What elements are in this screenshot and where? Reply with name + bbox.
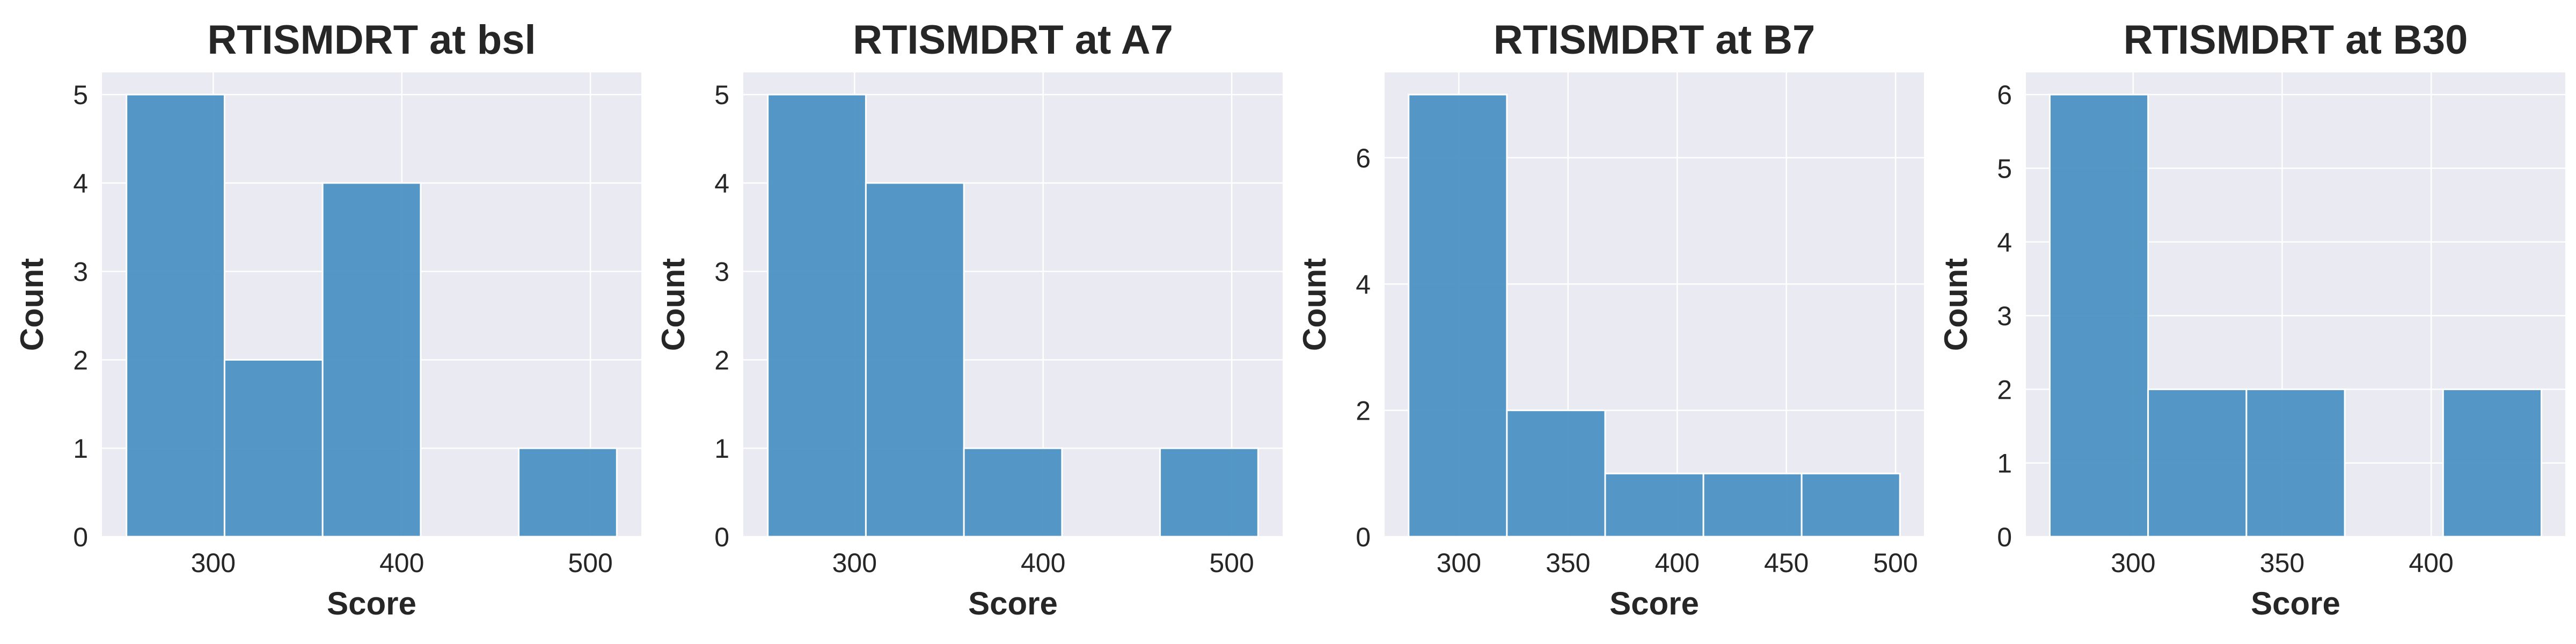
- y-tick-label: 1: [1997, 449, 2012, 479]
- histogram-bar: [321, 182, 422, 538]
- y-axis-label: Count: [14, 258, 50, 351]
- x-tick-label: 400: [2409, 548, 2453, 578]
- x-axis-label: Score: [968, 586, 1058, 621]
- histogram-bar: [2245, 388, 2346, 538]
- y-tick-label: 4: [73, 169, 88, 199]
- chart-title: RTISMDRT at bsl: [207, 17, 536, 63]
- y-tick-label: 6: [1356, 143, 1371, 173]
- x-tick-label: 350: [1546, 548, 1590, 578]
- histogram-panel-1: 300 400 500 0 1 2 3 4 5 RTISMDRT at bsl Score Count: [14, 17, 641, 621]
- histogram-bar: [2442, 388, 2543, 538]
- histogram-bar: [1408, 93, 1508, 538]
- y-tick-label: 2: [73, 345, 88, 375]
- x-tick-label: 400: [1655, 548, 1700, 578]
- histogram-bar: [1801, 472, 1901, 538]
- x-tick-label: 300: [832, 548, 877, 578]
- y-tick-label: 2: [1997, 375, 2012, 405]
- histogram-bar: [1702, 472, 1803, 538]
- y-tick-label: 0: [1356, 522, 1371, 552]
- x-tick-label: 300: [191, 548, 236, 578]
- y-tick-label: 3: [73, 257, 88, 287]
- x-axis-label: Score: [327, 586, 416, 621]
- y-tick-label: 1: [714, 434, 729, 464]
- x-tick-label: 500: [1873, 548, 1918, 578]
- histogram-bar: [1506, 409, 1606, 538]
- histogram-bar: [126, 93, 225, 538]
- y-tick-label: 0: [1997, 522, 2012, 552]
- histogram-bar: [2048, 93, 2149, 538]
- x-tick-label: 400: [379, 548, 424, 578]
- y-tick-label: 3: [714, 257, 729, 287]
- histogram-panel-4: 300 350 400 0 1 2 3 4 5 6 RTISMDRT at B30 Score Coun…: [1938, 17, 2565, 621]
- x-tick-label: 400: [1021, 548, 1065, 578]
- y-tick-label: 4: [714, 169, 729, 199]
- y-tick-label: 3: [1997, 301, 2012, 331]
- chart-title: RTISMDRT at B30: [2124, 17, 2468, 63]
- x-axis-label: Score: [1609, 586, 1699, 621]
- histogram-panel-3: 300 350 400 450 500 0 2 4 6 RTISMDRT at B7 Score Co…: [1297, 17, 1924, 621]
- histogram-bar: [767, 93, 867, 538]
- x-tick-label: 300: [1437, 548, 1481, 578]
- y-tick-label: 1: [73, 434, 88, 464]
- histogram-bar: [223, 358, 324, 538]
- histogram-bar: [2147, 388, 2248, 538]
- histogram-panel-2: 300 400 500 0 1 2 3 4 5 RTISMDRT at A7 Score Count: [655, 17, 1283, 621]
- histogram-bar: [865, 182, 965, 538]
- y-axis-label: Count: [655, 258, 691, 351]
- x-tick-label: 500: [568, 548, 612, 578]
- y-tick-label: 5: [1997, 153, 2012, 184]
- y-tick-label: 5: [714, 80, 729, 110]
- y-tick-label: 6: [1997, 80, 2012, 110]
- x-tick-label: 500: [1209, 548, 1254, 578]
- y-axis-label: Count: [1938, 258, 1974, 351]
- chart-title: RTISMDRT at A7: [853, 17, 1173, 63]
- y-tick-label: 4: [1356, 269, 1371, 299]
- histogram-bar: [1159, 447, 1259, 538]
- y-tick-label: 4: [1997, 228, 2012, 258]
- x-tick-label: 450: [1764, 548, 1809, 578]
- x-tick-label: 350: [2260, 548, 2304, 578]
- y-tick-label: 2: [714, 345, 729, 375]
- y-tick-label: 0: [73, 522, 88, 552]
- x-tick-label: 300: [2111, 548, 2155, 578]
- x-axis-label: Score: [2251, 586, 2340, 621]
- y-tick-label: 0: [714, 522, 729, 552]
- histogram-bar: [963, 447, 1063, 538]
- y-tick-label: 5: [73, 80, 88, 110]
- histogram-bar: [518, 447, 618, 538]
- y-tick-label: 2: [1356, 396, 1371, 426]
- y-axis-label: Count: [1297, 258, 1333, 351]
- histogram-bar: [1604, 472, 1704, 538]
- chart-title: RTISMDRT at B7: [1494, 17, 1816, 63]
